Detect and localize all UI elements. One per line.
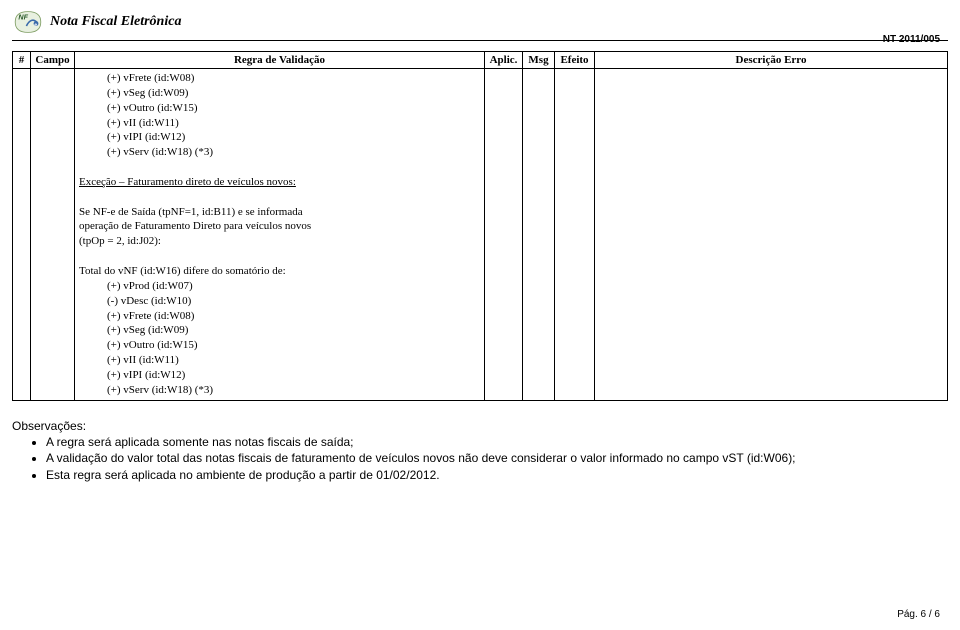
svg-text:NF: NF: [18, 13, 28, 22]
rule-line: (+) vOutro (id:W15): [79, 338, 480, 353]
th-desc: Descrição Erro: [595, 52, 948, 69]
svg-text:e: e: [34, 23, 37, 28]
nfe-logo: NF e: [12, 8, 44, 36]
observations-section: Observações: A regra será aplicada somen…: [12, 419, 948, 484]
rule-exception-title: Exceção – Faturamento direto de veículos…: [79, 175, 480, 190]
validation-table: # Campo Regra de Validação Aplic. Msg Ef…: [12, 51, 948, 401]
rule-line: (+) vSeg (id:W09): [79, 323, 480, 338]
th-aplic: Aplic.: [485, 52, 523, 69]
rule-line: (+) vFrete (id:W08): [79, 309, 480, 324]
header-divider: [12, 40, 948, 41]
rule-line: (+) vIPI (id:W12): [79, 130, 480, 145]
cell-desc: [595, 69, 948, 401]
rule-line: (+) vProd (id:W07): [79, 279, 480, 294]
rule-line: (tpOp = 2, id:J02):: [79, 234, 480, 249]
observations-title: Observações:: [12, 419, 948, 433]
table-header-row: # Campo Regra de Validação Aplic. Msg Ef…: [13, 52, 948, 69]
th-regra: Regra de Validação: [75, 52, 485, 69]
cell-hash: [13, 69, 31, 401]
rule-line: (+) vServ (id:W18) (*3): [79, 145, 480, 160]
table-row: (+) vFrete (id:W08) (+) vSeg (id:W09) (+…: [13, 69, 948, 401]
cell-regra: (+) vFrete (id:W08) (+) vSeg (id:W09) (+…: [75, 69, 485, 401]
th-msg: Msg: [523, 52, 555, 69]
observations-list: A regra será aplicada somente nas notas …: [12, 435, 948, 484]
list-item: Esta regra será aplicada no ambiente de …: [46, 468, 948, 484]
cell-campo: [31, 69, 75, 401]
list-item: A validação do valor total das notas fis…: [46, 451, 948, 467]
rule-line: (+) vOutro (id:W15): [79, 101, 480, 116]
rule-line: operação de Faturamento Direto para veíc…: [79, 219, 480, 234]
rule-line: (-) vDesc (id:W10): [79, 294, 480, 309]
th-efeito: Efeito: [555, 52, 595, 69]
nt-code: NT 2011/005: [883, 34, 940, 45]
rule-line: (+) vII (id:W11): [79, 353, 480, 368]
page-header: NF e Nota Fiscal Eletrônica: [0, 0, 960, 38]
page-footer: Pág. 6 / 6: [897, 609, 940, 620]
page-title: Nota Fiscal Eletrônica: [50, 14, 181, 30]
rule-line: (+) vFrete (id:W08): [79, 71, 480, 86]
cell-aplic: [485, 69, 523, 401]
cell-efeito: [555, 69, 595, 401]
rule-line: (+) vIPI (id:W12): [79, 368, 480, 383]
th-campo: Campo: [31, 52, 75, 69]
rule-line: (+) vSeg (id:W09): [79, 86, 480, 101]
rule-line: Se NF-e de Saída (tpNF=1, id:B11) e se i…: [79, 205, 480, 220]
rule-line: (+) vII (id:W11): [79, 116, 480, 131]
rule-line: (+) vServ (id:W18) (*3): [79, 383, 480, 398]
rule-line: Total do vNF (id:W16) difere do somatóri…: [79, 264, 480, 279]
cell-msg: [523, 69, 555, 401]
list-item: A regra será aplicada somente nas notas …: [46, 435, 948, 451]
th-hash: #: [13, 52, 31, 69]
content-area: # Campo Regra de Validação Aplic. Msg Ef…: [0, 45, 960, 483]
